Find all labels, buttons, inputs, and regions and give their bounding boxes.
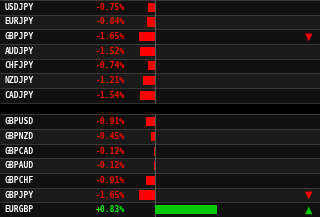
Text: AUDJPY: AUDJPY bbox=[5, 47, 34, 56]
Text: -0.91%: -0.91% bbox=[96, 117, 125, 126]
Text: GBPJPY: GBPJPY bbox=[5, 191, 34, 199]
Text: +0.83%: +0.83% bbox=[96, 205, 125, 214]
Bar bbox=[0, 129, 320, 144]
Bar bbox=[0, 202, 320, 217]
Text: -0.84%: -0.84% bbox=[96, 18, 125, 26]
Text: GBPAUD: GBPAUD bbox=[5, 161, 34, 170]
Text: EURJPY: EURJPY bbox=[5, 18, 34, 26]
Text: GBPNZD: GBPNZD bbox=[5, 132, 34, 141]
Bar bbox=[0, 0, 320, 15]
Bar bbox=[0, 15, 320, 29]
Text: -1.21%: -1.21% bbox=[96, 76, 125, 85]
Bar bbox=[0, 88, 320, 102]
Bar bbox=[0, 173, 320, 188]
Bar bbox=[148, 61, 155, 71]
Text: -1.52%: -1.52% bbox=[96, 47, 125, 56]
Text: ▼: ▼ bbox=[305, 32, 313, 42]
Bar bbox=[0, 73, 320, 88]
Text: USDJPY: USDJPY bbox=[5, 3, 34, 12]
Bar bbox=[0, 29, 320, 44]
Text: -0.45%: -0.45% bbox=[96, 132, 125, 141]
Text: GBPCHF: GBPCHF bbox=[5, 176, 34, 185]
Bar bbox=[147, 17, 155, 26]
Text: ▼: ▼ bbox=[305, 190, 313, 200]
Bar bbox=[0, 158, 320, 173]
Bar bbox=[0, 114, 320, 129]
Bar bbox=[0, 144, 320, 158]
Bar bbox=[150, 132, 155, 141]
Text: GBPCAD: GBPCAD bbox=[5, 147, 34, 156]
Bar bbox=[0, 59, 320, 73]
Bar bbox=[139, 32, 155, 41]
Bar bbox=[0, 188, 320, 202]
Bar bbox=[139, 191, 155, 200]
Text: CADJPY: CADJPY bbox=[5, 91, 34, 100]
Text: -0.12%: -0.12% bbox=[96, 161, 125, 170]
Bar bbox=[140, 47, 155, 56]
Bar bbox=[146, 176, 155, 185]
Text: -1.54%: -1.54% bbox=[96, 91, 125, 100]
Bar bbox=[155, 205, 217, 214]
Text: -0.74%: -0.74% bbox=[96, 61, 125, 70]
Text: -0.91%: -0.91% bbox=[96, 176, 125, 185]
Text: GBPJPY: GBPJPY bbox=[5, 32, 34, 41]
Text: CHFJPY: CHFJPY bbox=[5, 61, 34, 70]
Text: -0.75%: -0.75% bbox=[96, 3, 125, 12]
Text: NZDJPY: NZDJPY bbox=[5, 76, 34, 85]
Text: ▲: ▲ bbox=[305, 205, 313, 215]
Bar bbox=[154, 146, 155, 156]
Bar bbox=[140, 91, 155, 100]
Bar bbox=[148, 3, 155, 12]
Bar bbox=[154, 161, 155, 170]
Bar bbox=[146, 117, 155, 126]
Text: -1.65%: -1.65% bbox=[96, 32, 125, 41]
Bar bbox=[0, 44, 320, 59]
Bar bbox=[143, 76, 155, 85]
Text: -0.12%: -0.12% bbox=[96, 147, 125, 156]
Text: GBPUSD: GBPUSD bbox=[5, 117, 34, 126]
Text: EURGBP: EURGBP bbox=[5, 205, 34, 214]
Text: -1.65%: -1.65% bbox=[96, 191, 125, 199]
